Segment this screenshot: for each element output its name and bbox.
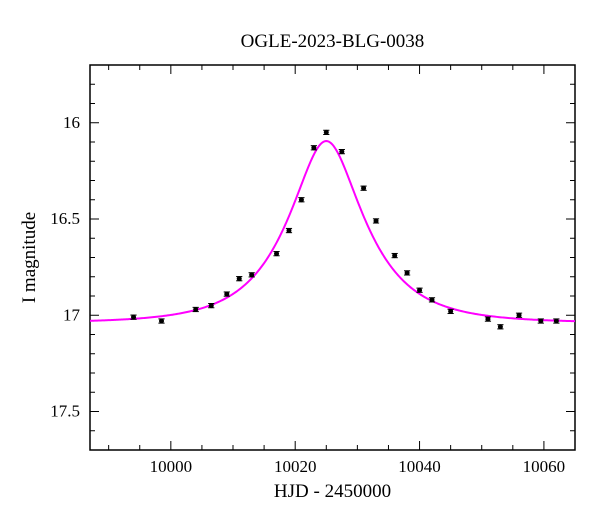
svg-text:16.5: 16.5	[50, 209, 80, 228]
svg-text:10020: 10020	[274, 457, 317, 476]
svg-text:17: 17	[63, 305, 81, 324]
y-axis-label: I magnitude	[19, 212, 40, 303]
x-axis-label: HJD - 2450000	[274, 481, 391, 502]
svg-text:10000: 10000	[150, 457, 193, 476]
light-curve-chart: OGLE-2023-BLG-0038 10000 10020 10040 10060 16…	[0, 0, 600, 512]
svg-text:17.5: 17.5	[50, 402, 80, 421]
chart-title: OGLE-2023-BLG-0038	[241, 31, 425, 52]
svg-text:10060: 10060	[523, 457, 566, 476]
svg-text:16: 16	[63, 113, 80, 132]
svg-text:10040: 10040	[398, 457, 441, 476]
